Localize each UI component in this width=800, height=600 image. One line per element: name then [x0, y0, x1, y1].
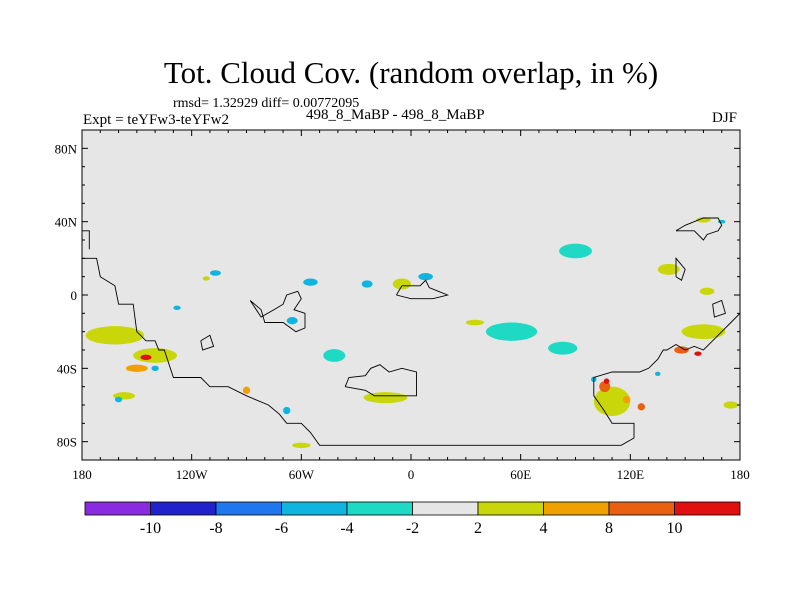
anomaly-region-13: [85, 326, 145, 345]
colorbar-box-2: [215, 501, 282, 516]
colorbar-label-4: -2: [406, 520, 419, 537]
colorbar-label-1: -8: [209, 520, 222, 537]
anomaly-region-34: [114, 396, 123, 403]
x-tick-label-5: 120E: [617, 467, 645, 482]
coastline-5: [675, 257, 686, 281]
coastline-4: [396, 279, 450, 300]
map-background: [82, 130, 740, 460]
y-tick-label-0: 80N: [55, 141, 78, 156]
anomaly-region-3: [286, 317, 298, 325]
colorbar-box-6: [477, 501, 544, 516]
anomaly-region-26: [603, 378, 610, 384]
anomaly-region-11: [465, 319, 485, 326]
colorbar-box-0: [84, 501, 151, 516]
colorbar-label-3: -4: [340, 520, 353, 537]
anomaly-region-1: [202, 276, 210, 281]
anomaly-region-10: [392, 278, 411, 290]
x-tick-label-3: 0: [408, 467, 415, 482]
colorbar-label-6: 4: [540, 520, 548, 537]
anomaly-region-32: [242, 386, 251, 395]
anomaly-region-20: [699, 287, 715, 296]
coastline-8: [200, 334, 215, 351]
coastline-7: [712, 299, 726, 318]
anomaly-region-8: [361, 280, 373, 288]
colorbar-label-8: 10: [667, 520, 683, 537]
colorbar-box-9: [674, 501, 741, 516]
x-tick-label-1: 120W: [176, 467, 209, 482]
anomaly-region-18: [292, 442, 311, 449]
experiment-label: Expt = teYFw3-teYFw2: [83, 112, 229, 128]
anomaly-region-23: [694, 351, 702, 356]
coastline-3: [344, 364, 417, 397]
anomaly-region-7: [548, 341, 578, 355]
anomaly-region-6: [485, 322, 538, 341]
coastlines: [82, 217, 740, 446]
coastline-6: [675, 217, 723, 241]
colorbar-box-8: [608, 501, 675, 516]
anomaly-region-25: [599, 381, 611, 393]
y-tick-label-1: 40N: [55, 215, 78, 230]
y-tick-label-3: 40S: [57, 361, 77, 376]
x-tick-label-6: 180: [730, 467, 750, 482]
colorbar-label-2: -6: [275, 520, 288, 537]
anomaly-region-5: [559, 243, 592, 259]
anomaly-region-2: [303, 278, 318, 286]
colorbar-box-4: [346, 501, 413, 516]
coastline-2: [249, 290, 306, 333]
anomaly-region-30: [696, 217, 711, 223]
anomaly-region-4: [323, 349, 346, 362]
anomaly-region-22: [674, 346, 689, 354]
colorbar-box-3: [281, 501, 348, 516]
anomaly-region-0: [209, 270, 221, 276]
colorbar-label-5: 2: [474, 520, 482, 537]
stats-line: rmsd= 1.32929 diff= 0.00772095: [173, 96, 360, 111]
anomaly-region-38: [655, 371, 661, 377]
colorbar-box-7: [543, 501, 610, 516]
anomaly-region-35: [151, 365, 159, 372]
anomaly-region-27: [623, 395, 631, 404]
anomaly-region-36: [173, 305, 181, 311]
anomaly-region-33: [283, 406, 291, 415]
anomaly-region-19: [657, 263, 680, 275]
anomaly-region-9: [418, 273, 433, 281]
anomaly-region-29: [723, 401, 739, 409]
coastline-0: [82, 257, 740, 446]
x-tick-label-4: 60E: [510, 467, 531, 482]
y-tick-label-4: 80S: [57, 435, 77, 450]
anomaly-region-15: [125, 364, 148, 373]
colorbar: -10 -8 -6 -4 -2 2 4 8 10: [84, 501, 741, 537]
anomaly-region-28: [637, 403, 645, 411]
anomaly-region-14: [133, 348, 178, 363]
axes: 180 120W 60W 0 60E 120E 180 80N 40N 0 40S 80S: [55, 130, 750, 482]
anomaly-region-12: [363, 392, 408, 404]
coastline-1: [82, 230, 90, 250]
x-tick-label-0: 180: [72, 467, 92, 482]
chart-title: Tot. Cloud Cov. (random overlap, in %): [163, 55, 659, 90]
colorbar-label-7: 8: [605, 520, 613, 537]
y-tick-label-2: 0: [71, 288, 78, 303]
season-label: DJF: [712, 110, 738, 126]
runs-label: 498_8_MaBP - 498_8_MaBP: [306, 107, 485, 123]
colorbar-label-0: -10: [140, 520, 161, 537]
x-tick-label-2: 60W: [289, 467, 315, 482]
colorbar-box-5: [412, 501, 479, 516]
anomaly-region-21: [681, 324, 726, 339]
colorbar-box-1: [150, 501, 217, 516]
anomaly-region-16: [140, 354, 152, 361]
